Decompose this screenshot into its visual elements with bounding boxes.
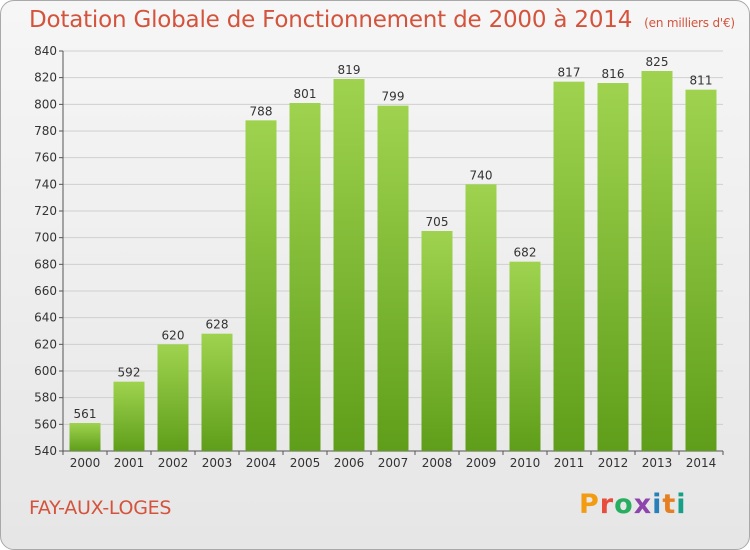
bar-2002 bbox=[157, 344, 189, 451]
chart-title: Dotation Globale de Fonctionnement de 20… bbox=[29, 7, 735, 33]
data-labels: 561 592 620 628 788 801 819 799 705 740 682 817 816 8… bbox=[74, 55, 713, 421]
y-tick-label: 560 bbox=[34, 417, 57, 431]
y-tick-label: 680 bbox=[34, 257, 57, 271]
x-tick-label-2003: 2003 bbox=[202, 456, 233, 470]
logo-letter: x bbox=[633, 489, 653, 520]
bar-2005 bbox=[289, 103, 321, 451]
y-tick-label: 720 bbox=[34, 204, 57, 218]
data-label-2008: 705 bbox=[426, 215, 449, 229]
y-tick-label: 640 bbox=[34, 311, 57, 325]
data-label-2003: 628 bbox=[206, 318, 229, 332]
x-tick-label-2011: 2011 bbox=[554, 456, 585, 470]
y-tick-label: 580 bbox=[34, 391, 57, 405]
x-tick-label-2014: 2014 bbox=[686, 456, 717, 470]
x-tick-label-2008: 2008 bbox=[422, 456, 453, 470]
bar-2011 bbox=[553, 81, 585, 452]
x-tick-label-2005: 2005 bbox=[290, 456, 321, 470]
data-label-2005: 801 bbox=[294, 87, 317, 101]
x-tick-label-2012: 2012 bbox=[598, 456, 629, 470]
data-label-2010: 682 bbox=[514, 246, 537, 260]
x-tick-label-2010: 2010 bbox=[510, 456, 541, 470]
data-label-2006: 819 bbox=[338, 63, 361, 77]
bar-2010 bbox=[509, 261, 541, 451]
x-tick-labels: 2000 2001 2002 2003 2004 2005 2006 2007 2008 2009… bbox=[62, 451, 724, 470]
commune-name: FAY-AUX-LOGES bbox=[29, 497, 172, 519]
y-tick-label: 540 bbox=[34, 444, 57, 458]
y-tick-label: 840 bbox=[34, 44, 57, 58]
data-label-2004: 788 bbox=[250, 104, 273, 118]
y-tick-label: 780 bbox=[34, 124, 57, 138]
bar-2012 bbox=[597, 83, 629, 451]
data-label-2000: 561 bbox=[74, 407, 97, 421]
data-label-2001: 592 bbox=[118, 366, 141, 380]
x-tick-label-2004: 2004 bbox=[246, 456, 277, 470]
logo-letter: i bbox=[652, 489, 663, 520]
title-text: Dotation Globale de Fonctionnement de 20… bbox=[29, 7, 633, 33]
bar-2013 bbox=[641, 71, 673, 451]
y-tick-label: 760 bbox=[34, 151, 57, 165]
bar-2003 bbox=[201, 333, 233, 451]
bars bbox=[69, 71, 717, 452]
bar-2007 bbox=[377, 105, 409, 452]
data-label-2002: 620 bbox=[162, 328, 185, 342]
data-label-2009: 740 bbox=[470, 168, 493, 182]
logo-letter: r bbox=[599, 489, 615, 520]
bar-2009 bbox=[465, 184, 497, 452]
x-tick-label-2013: 2013 bbox=[642, 456, 673, 470]
y-tick-label: 740 bbox=[34, 177, 57, 191]
y-tick-label: 820 bbox=[34, 71, 57, 85]
data-label-2014: 811 bbox=[690, 74, 713, 88]
bar-2006 bbox=[333, 79, 365, 451]
bar-2008 bbox=[421, 231, 453, 451]
bar-2001 bbox=[113, 381, 145, 451]
bar-2004 bbox=[245, 120, 277, 451]
y-tick-label: 620 bbox=[34, 337, 57, 351]
x-tick-label-2006: 2006 bbox=[334, 456, 365, 470]
x-tick-label-2000: 2000 bbox=[70, 456, 101, 470]
y-tick-labels: 540 560 580 600 620 640 660 680 700 720 740 760 780 8… bbox=[34, 44, 57, 458]
x-tick-label-2002: 2002 bbox=[158, 456, 189, 470]
data-label-2013: 825 bbox=[646, 55, 669, 69]
chart-subtitle: (en milliers d'€) bbox=[644, 16, 735, 30]
logo-letter: o bbox=[614, 489, 634, 520]
data-label-2012: 816 bbox=[602, 67, 625, 81]
y-tick-label: 660 bbox=[34, 284, 57, 298]
data-label-2007: 799 bbox=[382, 90, 405, 104]
x-tick-label-2009: 2009 bbox=[466, 456, 497, 470]
y-tick-label: 700 bbox=[34, 231, 57, 245]
proxiti-logo: Proxiti bbox=[579, 489, 687, 520]
x-tick-label-2007: 2007 bbox=[378, 456, 409, 470]
logo-letter: t bbox=[662, 489, 677, 520]
y-tick-label: 600 bbox=[34, 364, 57, 378]
data-label-2011: 817 bbox=[558, 66, 581, 80]
bar-2014 bbox=[685, 89, 717, 452]
logo-letter: i bbox=[676, 489, 687, 520]
bar-2000 bbox=[69, 423, 101, 451]
x-tick-label-2001: 2001 bbox=[114, 456, 145, 470]
logo-letter: P bbox=[579, 489, 600, 520]
y-tick-label: 800 bbox=[34, 97, 57, 111]
